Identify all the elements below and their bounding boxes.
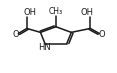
Text: CH₃: CH₃ [49,7,63,16]
Text: O: O [99,30,105,39]
Text: HN: HN [38,43,51,52]
Text: O: O [12,30,19,39]
Text: OH: OH [80,8,93,17]
Text: OH: OH [24,8,37,17]
